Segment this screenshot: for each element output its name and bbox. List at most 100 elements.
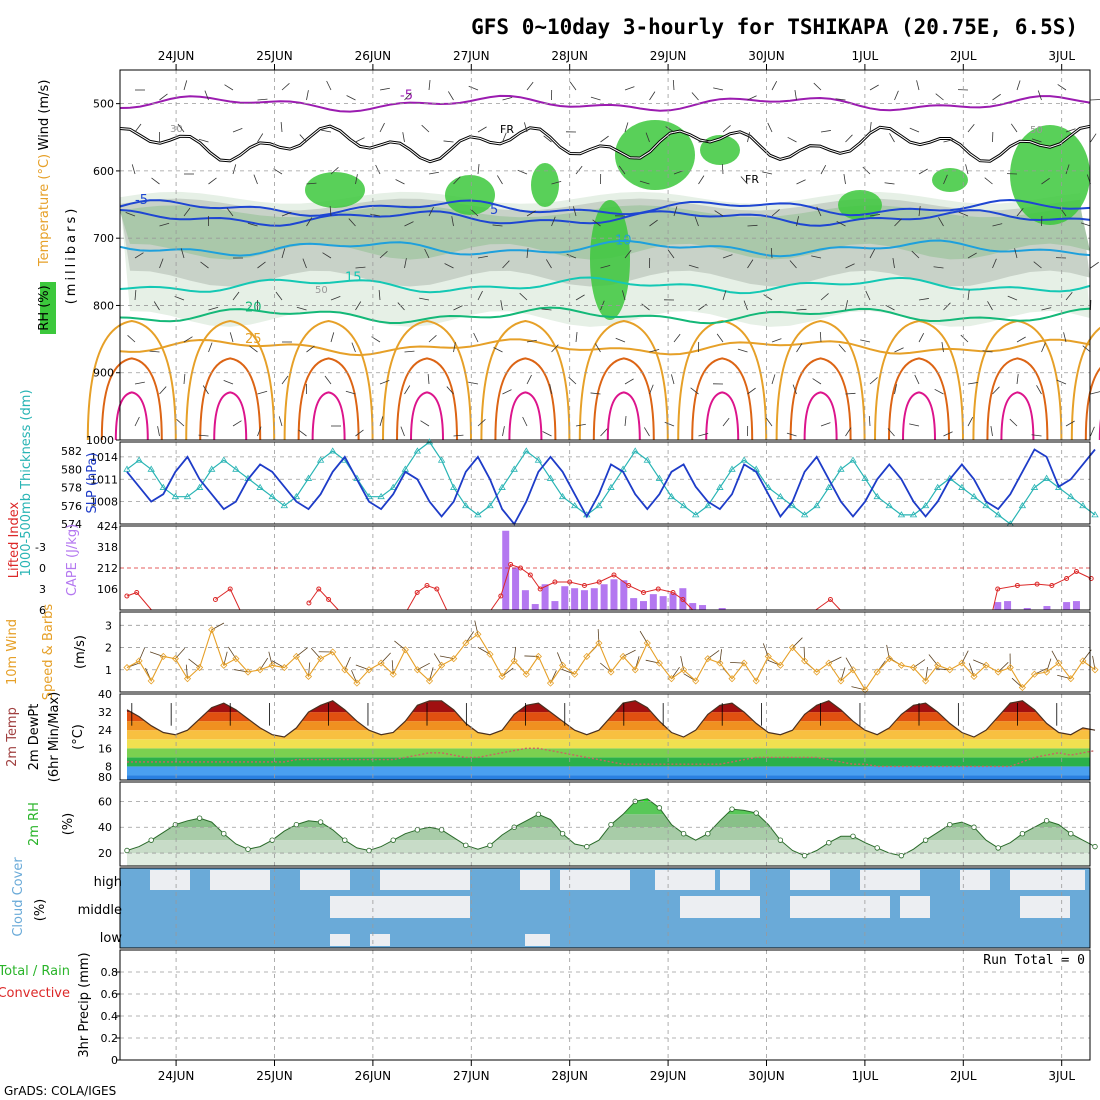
wind-barb — [326, 80, 332, 91]
wind-barb — [721, 163, 724, 175]
wind-barb — [714, 210, 724, 217]
wind-barb — [792, 384, 797, 395]
wind-barb — [253, 174, 258, 185]
wind-barb — [624, 122, 629, 133]
rh-band — [127, 853, 1090, 866]
wind-barb — [967, 382, 978, 385]
wind-barb — [502, 132, 507, 143]
lifted-index-point — [1014, 583, 1020, 588]
wind-speed-point — [716, 659, 724, 667]
lifted-index-point — [640, 590, 646, 595]
li-tick-label: 6 — [39, 604, 46, 617]
precip-panel: 0 0.2 0.4 0.6 0.8 Run Total = 0 Total / Rain Co… — [0, 949, 1091, 1067]
rh-contour-label: 50 — [1030, 125, 1043, 136]
cape-bar — [1043, 606, 1051, 610]
wind-tick-label: 2 — [105, 642, 112, 655]
wind-barb — [526, 248, 529, 259]
wind-speed-point — [631, 666, 639, 674]
wind-barb — [1082, 345, 1091, 353]
wind-speed-point — [982, 661, 990, 669]
thickness-point — [449, 483, 458, 490]
thickness-axis-label: 1000-500mb Thickness (dm) — [19, 389, 34, 576]
dewpoint-line — [127, 747, 1096, 768]
cloud-clear-middle — [370, 896, 430, 918]
dry-lobe — [288, 340, 369, 450]
cloud-clear-high — [380, 870, 470, 890]
rh2m-point — [801, 852, 808, 859]
bottom-date-label: 2JUL — [950, 1069, 977, 1083]
wind-barb — [159, 386, 167, 395]
cloud-clear-middle — [680, 896, 760, 918]
thickness-point — [909, 511, 918, 518]
wind-barb — [698, 175, 705, 185]
cloud-clear-middle — [790, 896, 890, 918]
lifted-index-point — [655, 586, 661, 592]
lifted-index-point — [434, 586, 440, 592]
wind-barb — [208, 177, 217, 185]
wind-barb — [600, 428, 608, 437]
wind-barb — [649, 91, 656, 101]
wind-barb — [157, 426, 160, 437]
wind-barb — [869, 248, 876, 259]
wind-barb — [257, 133, 264, 143]
wind-barb — [159, 93, 168, 101]
thickness-point — [740, 456, 748, 463]
wind-barb — [208, 306, 219, 311]
wind-barb — [568, 376, 577, 385]
wind-barb — [820, 293, 829, 301]
wind-tick-label: 1 — [105, 664, 112, 677]
rh2m-point — [777, 837, 784, 843]
thickness-point — [510, 465, 518, 472]
precip-tick-label: 0.8 — [101, 966, 119, 979]
wind-speed-point — [498, 672, 506, 681]
wind-barb — [546, 259, 552, 269]
rh-high-patch — [531, 163, 559, 207]
top-date-label: 29JUN — [650, 49, 687, 63]
temperature-contour — [297, 357, 360, 441]
cape-bar — [994, 602, 1002, 610]
wind-barb — [329, 206, 332, 217]
wind-speed-point — [994, 668, 1002, 676]
rh2m-tick-label: 60 — [98, 795, 112, 808]
isotherm-label: 15 — [345, 270, 362, 285]
isotherm-line — [119, 198, 1091, 217]
wind-barb — [592, 219, 601, 227]
temperature-contour — [494, 357, 557, 441]
rh2m-point — [487, 842, 493, 849]
temperature-contour — [100, 357, 163, 441]
dry-lobe — [1075, 344, 1100, 446]
wind-barb — [379, 380, 390, 385]
wind-barb — [296, 306, 307, 311]
cape-bar — [1072, 601, 1080, 610]
wind-barb — [153, 301, 160, 311]
wind-barb — [306, 345, 315, 353]
thickness-tick-label: 576 — [61, 500, 82, 513]
cape-bar — [699, 605, 707, 610]
lifted-index-point — [124, 593, 130, 599]
wind-speed-point — [595, 639, 603, 647]
wind-barb — [208, 342, 213, 353]
bottom-date-label: 25JUN — [256, 1069, 293, 1083]
wind-barb — [569, 81, 577, 91]
rh2m-point — [148, 837, 154, 843]
temperature-contour — [311, 391, 346, 441]
wind-barb — [404, 350, 415, 353]
thickness-point — [970, 492, 978, 500]
wind-barb — [444, 263, 454, 269]
wind-speed-point — [643, 639, 651, 647]
isotherm-label: -5 — [400, 89, 413, 104]
wind-speed-point — [958, 659, 966, 667]
wind-barb — [477, 290, 483, 301]
wind-speed-point — [220, 661, 228, 669]
wind-speed-point — [135, 657, 143, 665]
isotherm-label: 25 — [245, 332, 262, 347]
wind-barb — [404, 385, 411, 395]
cloud-clear-high — [150, 870, 190, 890]
wind-barb — [737, 348, 748, 353]
wind-speed-point — [946, 666, 954, 674]
thickness-tick-label: 574 — [61, 518, 82, 531]
temperature-contour — [803, 391, 838, 441]
wind-barb — [502, 260, 510, 269]
temperature-contour — [508, 391, 543, 441]
wind-barb — [811, 255, 822, 259]
